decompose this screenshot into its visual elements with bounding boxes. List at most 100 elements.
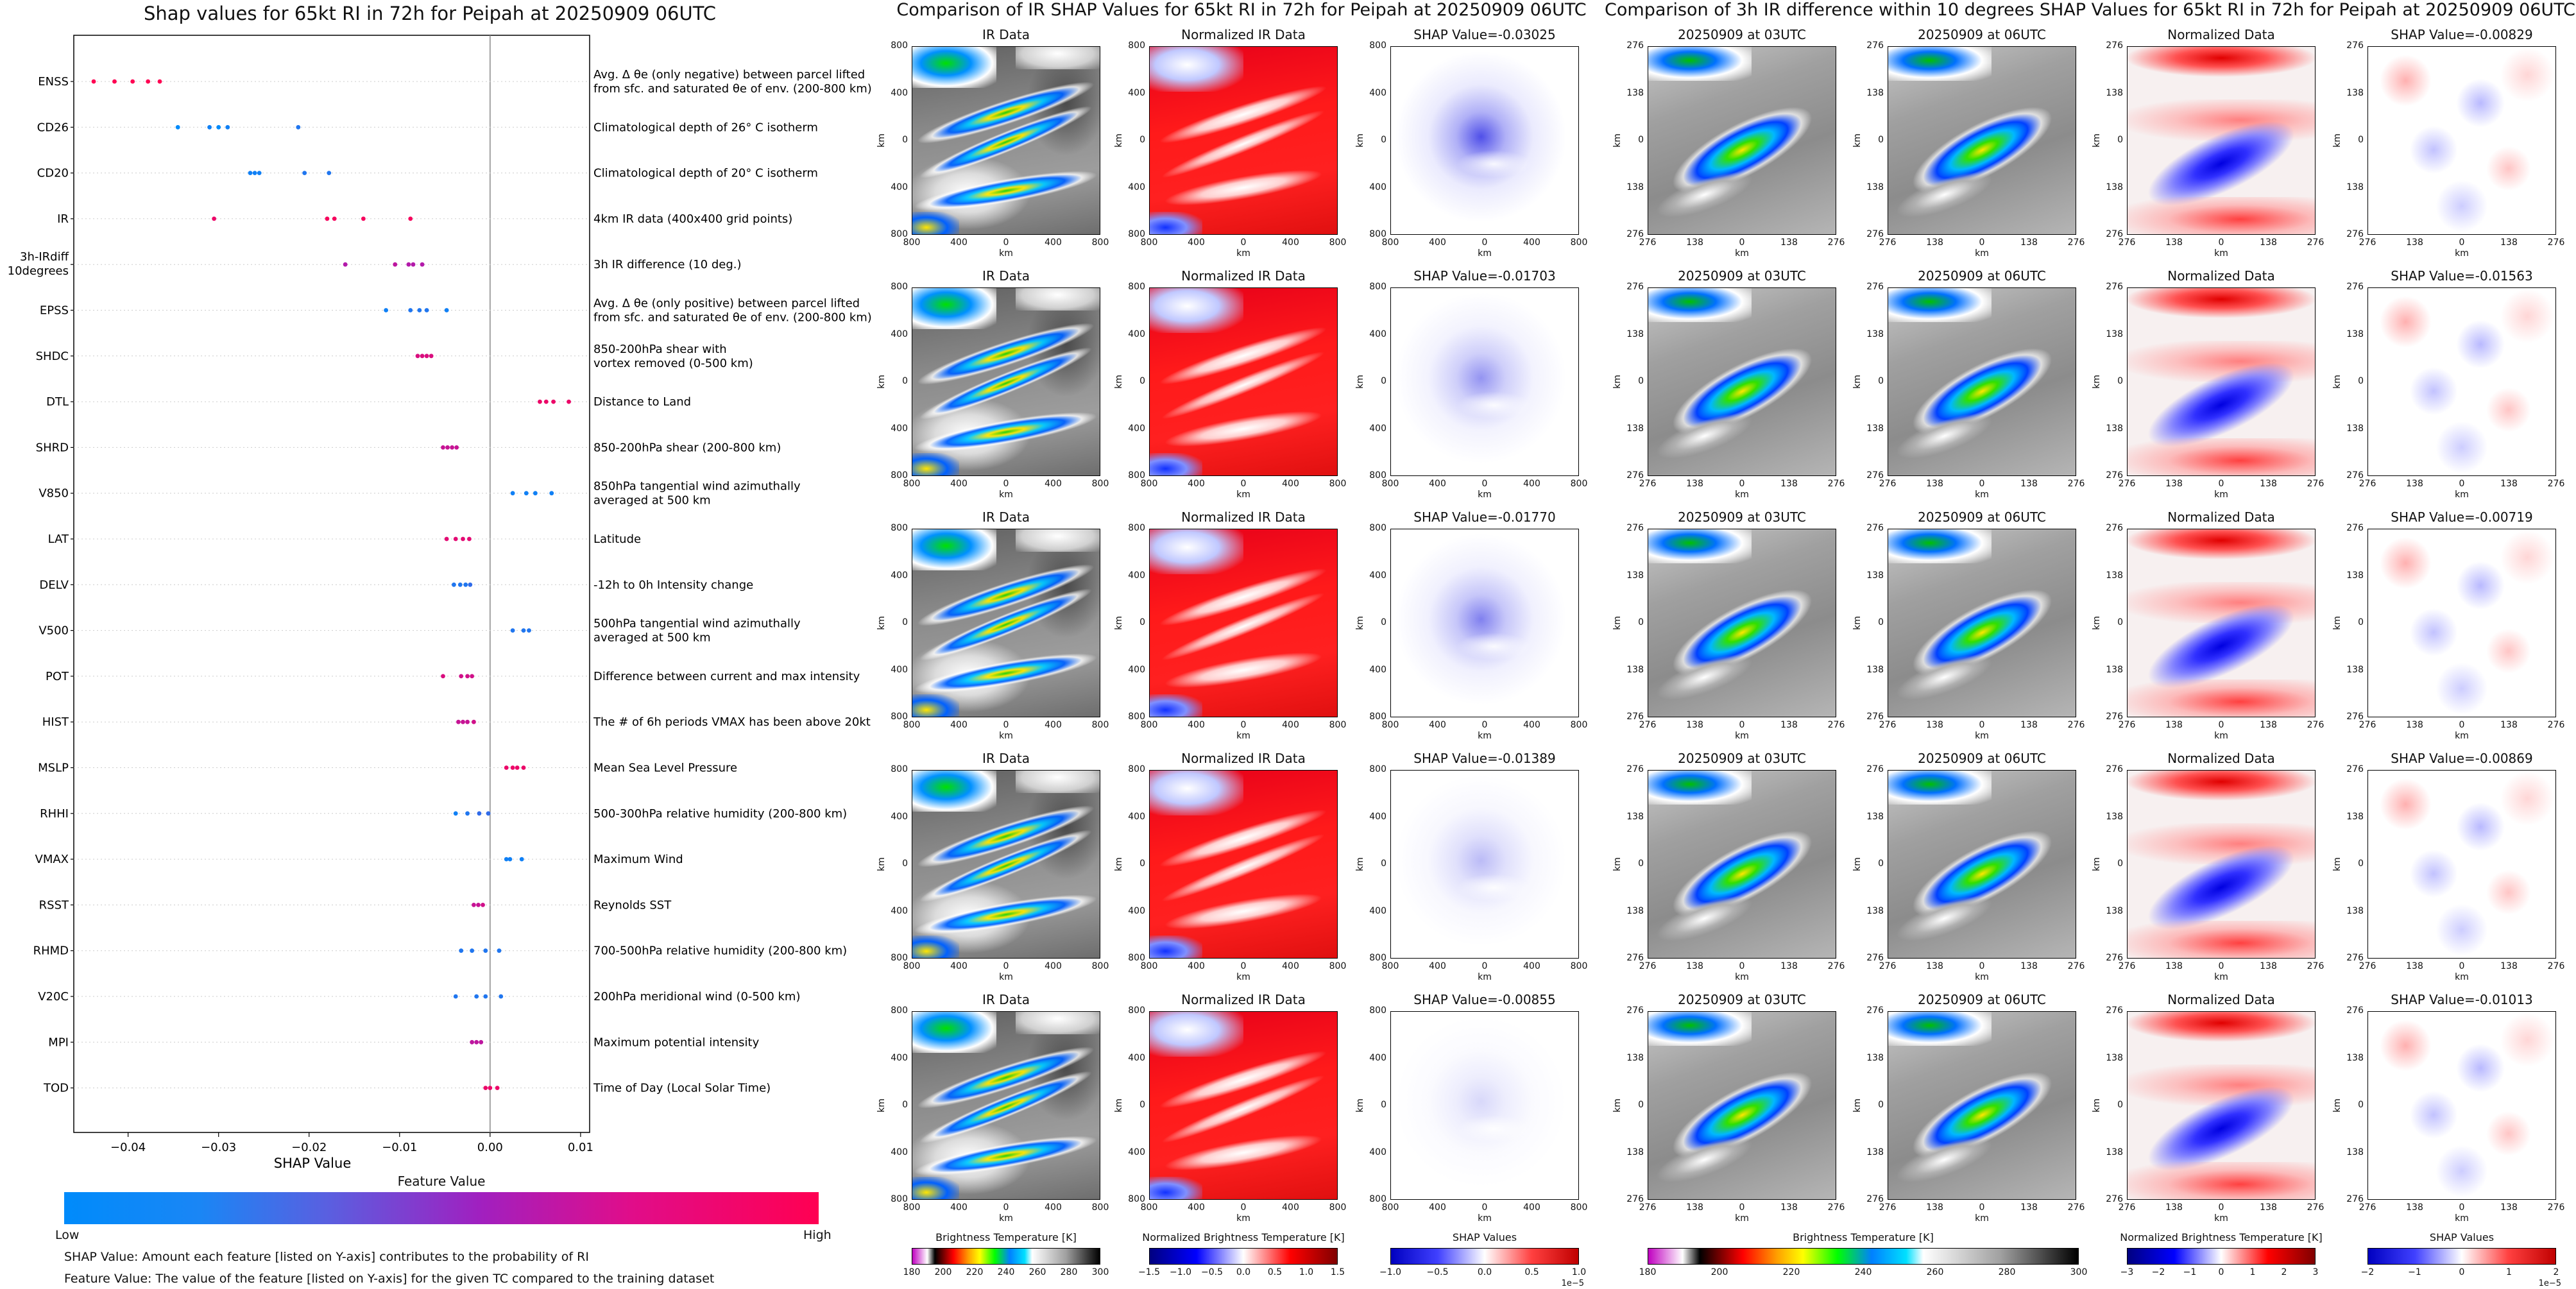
x-tick-label: 276 bbox=[2358, 961, 2376, 971]
y-tick-label: 138 bbox=[2106, 423, 2123, 434]
panel-title: IR Data bbox=[982, 509, 1030, 525]
shap-point bbox=[508, 857, 513, 862]
image-panel: Normalized Data km 276 276 138 138 0 0 138 138 276… bbox=[2092, 509, 2324, 741]
shap-point bbox=[527, 628, 531, 633]
x-tick-label: 0 bbox=[1979, 720, 1985, 730]
image-panel: 20250909 at 03UTC km 276 276 138 138 0 0 138 138 2… bbox=[1612, 751, 1845, 982]
panel-image bbox=[1648, 1011, 1836, 1200]
x-tick-label: 800 bbox=[1570, 720, 1588, 730]
shap-point bbox=[470, 674, 475, 679]
y-tick-label: 800 bbox=[1369, 470, 1386, 481]
y-tick-label: 0 bbox=[902, 135, 908, 145]
x-tick-label: 276 bbox=[2067, 720, 2085, 730]
shap-diff-heatmap bbox=[2368, 288, 2555, 475]
x-tick-label: 276 bbox=[2118, 479, 2136, 489]
y-tick-label: 138 bbox=[1866, 182, 1884, 192]
shap-ir-heatmap bbox=[1391, 771, 1578, 958]
ir-shap-comparison: Comparison of IR SHAP Values for 65kt RI… bbox=[876, 0, 1598, 1289]
feature-description: 500hPa tangential wind azimuthally bbox=[593, 617, 801, 631]
y-tick-label: 276 bbox=[2106, 282, 2123, 292]
y-axis-unit: km bbox=[1354, 1098, 1365, 1113]
x-tick-label: 400 bbox=[1429, 237, 1446, 248]
y-axis-unit: km bbox=[1612, 133, 1623, 148]
panel-image bbox=[912, 46, 1100, 235]
x-tick-label: 800 bbox=[1091, 961, 1109, 971]
y-axis-unit: km bbox=[1113, 133, 1124, 148]
y-tick-label: 400 bbox=[1128, 811, 1145, 822]
x-tick-label: 800 bbox=[1381, 1202, 1399, 1213]
x-axis-unit: km bbox=[1975, 1213, 1989, 1224]
x-tick-label: 138 bbox=[2260, 237, 2277, 248]
y-tick-label: 800 bbox=[1128, 40, 1145, 51]
x-tick-label: 800 bbox=[903, 237, 921, 248]
x-tick-label: 400 bbox=[950, 720, 968, 730]
panel-title: 20250909 at 03UTC bbox=[1678, 992, 1806, 1007]
colorbar-gradient bbox=[1390, 1248, 1579, 1265]
x-tick-label: 276 bbox=[1827, 237, 1845, 248]
y-tick-label: 138 bbox=[2346, 905, 2364, 916]
x-tick-label: 138 bbox=[2500, 1202, 2518, 1213]
x-tick-label: 800 bbox=[1570, 479, 1588, 489]
ir-image bbox=[912, 771, 1100, 958]
panel-title: SHAP Value=-0.00869 bbox=[2391, 751, 2533, 766]
x-tick-label: 0 bbox=[1979, 479, 1985, 489]
image-panel: SHAP Value=-0.01703 km 800 800 400 400 0 0 400 40… bbox=[1355, 268, 1587, 500]
panel-title: SHAP Value=-0.01703 bbox=[1413, 268, 1556, 284]
feature-tick-label: IR bbox=[57, 212, 69, 226]
colorbar-tick-label: −2 bbox=[2151, 1267, 2165, 1277]
x-tick-label: 276 bbox=[1639, 1202, 1657, 1213]
y-axis-unit: km bbox=[2091, 616, 2102, 630]
colorbar-tick-label: 2 bbox=[2281, 1267, 2287, 1277]
shap-summary-title: Shap values for 65kt RI in 72h for Peipa… bbox=[144, 3, 716, 24]
panel-title: SHAP Value=-0.00855 bbox=[1413, 992, 1556, 1007]
colorbar-tick-label: 1 bbox=[2506, 1267, 2512, 1277]
x-tick-label: 400 bbox=[950, 961, 968, 971]
feature-description: Distance to Land bbox=[593, 395, 691, 409]
x-axis-unit: km bbox=[1975, 490, 1989, 500]
y-tick-label: 400 bbox=[1369, 811, 1386, 822]
shap-point bbox=[521, 628, 526, 633]
feature-tick-label: MSLP bbox=[38, 762, 69, 775]
ir-image bbox=[912, 1012, 1100, 1199]
shap-point bbox=[521, 765, 526, 770]
y-tick-label: 138 bbox=[1866, 1052, 1884, 1063]
feature-tick-label: CD20 bbox=[37, 167, 69, 180]
x-tick-label: 0 bbox=[2218, 237, 2224, 248]
y-axis-unit: km bbox=[2332, 375, 2342, 389]
y-tick-label: 276 bbox=[1866, 229, 1884, 239]
y-tick-label: 138 bbox=[1626, 1147, 1644, 1157]
y-tick-label: 400 bbox=[891, 1052, 908, 1063]
image-panel: SHAP Value=-0.01389 km 800 800 400 400 0 0 400 40… bbox=[1355, 751, 1587, 982]
panel-title: Normalized Data bbox=[2167, 268, 2275, 284]
shap-point bbox=[456, 719, 461, 724]
x-tick-label: 400 bbox=[1188, 1202, 1205, 1213]
shap-point bbox=[332, 216, 337, 221]
shap-point bbox=[257, 171, 262, 175]
shap-point bbox=[441, 445, 445, 450]
x-axis-unit: km bbox=[2455, 490, 2469, 500]
y-tick-label: 0 bbox=[2117, 617, 2123, 627]
y-tick-label: 0 bbox=[2358, 858, 2364, 869]
colorbar-label: SHAP Values bbox=[1452, 1231, 1517, 1243]
panel-image bbox=[1149, 770, 1338, 959]
y-tick-label: 400 bbox=[1128, 1147, 1145, 1157]
y-axis-unit: km bbox=[1612, 1098, 1623, 1113]
x-tick-label: 0 bbox=[2218, 479, 2224, 489]
y-tick-label: 276 bbox=[2106, 1005, 2123, 1016]
x-tick-label: 276 bbox=[1827, 479, 1845, 489]
y-tick-label: 0 bbox=[1139, 376, 1145, 386]
x-tick-label: 400 bbox=[950, 237, 968, 248]
y-tick-label: 400 bbox=[1369, 570, 1386, 581]
normalized-ir-image bbox=[1150, 288, 1337, 475]
shap-point bbox=[488, 1086, 493, 1090]
y-tick-label: 138 bbox=[1866, 570, 1884, 581]
panel-image bbox=[1390, 46, 1579, 235]
colorbar-gradient bbox=[2367, 1248, 2556, 1265]
image-panel: SHAP Value=-0.01770 km 800 800 400 400 0 0 400 40… bbox=[1355, 509, 1587, 741]
x-tick-label: 138 bbox=[1780, 237, 1798, 248]
x-tick-label: 400 bbox=[1523, 237, 1540, 248]
y-tick-label: 400 bbox=[1369, 87, 1386, 98]
y-axis-unit: km bbox=[876, 133, 887, 148]
shap-point bbox=[504, 765, 509, 770]
y-axis-unit: km bbox=[1852, 133, 1863, 148]
